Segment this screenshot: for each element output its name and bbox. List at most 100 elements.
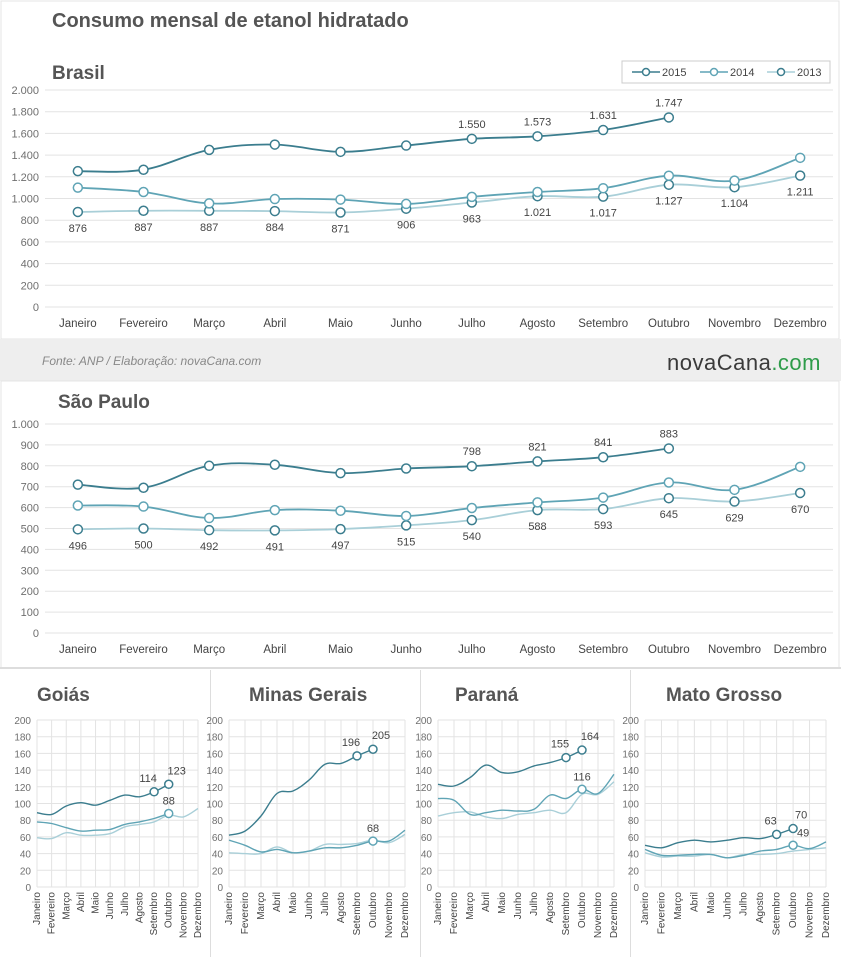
brasil-y-tick-label: 200 [21,280,39,292]
sao-paulo-series-2015-point [400,463,412,474]
goias-x-tick-label: Junho [105,892,116,920]
goias-y-tick-label: 20 [20,866,32,877]
legend-label-2014: 2014 [730,67,754,79]
minas-gerais-y-tick-label: 80 [212,816,224,827]
parana-x-tick-label: Maio [497,892,508,914]
brasil-series-2013-point [335,207,346,218]
brasil-x-tick-label: Maio [328,318,353,330]
mato-grosso-y-tick-label: 100 [622,800,639,811]
brasil-series-2015-point [72,165,84,177]
legend-label-2015: 2015 [662,67,686,79]
brasil-y-tick-label: 1.000 [11,194,39,206]
mato-grosso-series-2015-line [644,827,794,849]
parana-y-tick-label: 200 [415,716,432,727]
sao-paulo-series-2015-data-label: 821 [528,441,546,453]
mato-grosso-y-tick-label: 0 [633,883,639,894]
brasil-series-2015-data-label: 1.747 [655,97,683,109]
brasil-series-2014-point [729,175,740,186]
sao-paulo-y-tick-label: 0 [33,628,39,640]
brasil-series-2014-point [663,170,675,181]
sao-paulo-x-tick-label: Setembro [578,644,628,656]
goias-x-tick-label: Outubro [164,892,175,929]
sao-paulo-series-2015-point [597,451,609,463]
brasil-panel-frame [0,0,840,340]
sao-paulo-series-2013-point [203,524,215,536]
sao-paulo-x-tick-label: Dezembro [774,644,827,656]
brasil-series-2013-data-label: 963 [463,214,481,226]
parana-series-2014-point [577,784,587,795]
sao-paulo-series-2013-point [335,523,346,535]
brasil-x-tick-label: Dezembro [774,318,827,330]
brasil-series-2014-point [532,186,543,198]
brasil-series-2015-point [597,124,609,136]
sao-paulo-series-2013-point [269,525,281,536]
sao-paulo-series-2015-data-label: 841 [594,437,612,449]
sao-paulo-series-2013-data-label: 540 [463,531,481,543]
minas-gerais-y-tick-label: 140 [206,766,223,777]
brasil-series-2013-point [663,179,675,190]
mato-grosso-x-tick-label: Julho [739,892,750,916]
minas-gerais-x-tick-label: Março [256,892,267,920]
brasil-y-tick-label: 800 [21,215,39,227]
sao-paulo-series-2014-point [138,501,149,512]
minas-gerais-series-2014-point [368,836,378,846]
sao-paulo-series-2014-point [269,504,281,516]
mato-grosso-series-2015-data-label: 63 [765,815,777,827]
minas-gerais-y-tick-label: 200 [206,716,223,727]
brasil-series-2013-data-label: 1.017 [589,208,617,220]
sao-paulo-x-tick-label: Abril [263,644,286,656]
minas-gerais-x-tick-label: Maio [288,892,299,914]
goias-x-tick-label: Dezembro [193,892,204,939]
brasil-series-2013-point [794,170,806,181]
goias-y-tick-label: 80 [20,816,32,827]
goias-series-2015-point [163,779,174,790]
brasil-series-2013-data-label: 906 [397,220,415,232]
sao-paulo-series-2013-data-label: 588 [528,521,546,533]
sao-paulo-y-tick-label: 600 [21,503,39,515]
minas-gerais-x-tick-label: Outubro [368,892,379,929]
brasil-y-tick-label: 2.000 [11,85,39,97]
goias-series-2014-line [36,812,169,832]
sao-paulo-series-2013-line [77,492,801,532]
brasil-x-tick-label: Janeiro [59,318,97,330]
minas-gerais-x-tick-label: Junho [304,892,315,920]
goias-x-tick-label: Novembro [178,892,189,939]
mato-grosso-x-tick-label: Outubro [788,892,799,929]
minas-gerais-y-tick-label: 180 [206,733,223,744]
mato-grosso-y-tick-label: 120 [622,783,639,794]
mato-grosso-y-tick-label: 40 [628,850,640,861]
parana-x-tick-label: Março [465,892,476,920]
sao-paulo-series-2013-data-label: 593 [594,520,612,532]
goias-x-tick-label: Janeiro [32,892,43,925]
mato-grosso-x-tick-label: Abril [689,892,700,912]
minas-gerais-y-tick-label: 120 [206,783,223,794]
brasil-series-2014-point [269,193,281,205]
parana-y-tick-label: 140 [415,766,432,777]
goias-title: Goiás [37,685,90,706]
parana-x-tick-label: Setembro [561,892,572,936]
mato-grosso-x-tick-label: Junho [722,892,733,920]
goias-x-tick-label: Julho [120,892,131,916]
minas-gerais-y-tick-label: 40 [212,850,224,861]
parana-y-tick-label: 100 [415,800,432,811]
mato-grosso-chart: Mato Grosso 0 20 40 60 80 100 120 140 160 180 200 Ja… [622,685,832,938]
sao-paulo-series-2013-data-label: 497 [331,540,349,552]
brasil-series-2013-data-label: 1.127 [655,196,683,208]
minas-gerais-series-2015-point [352,751,362,761]
sao-paulo-series-2013-data-label: 629 [725,513,743,525]
goias-x-tick-label: Abril [76,892,87,912]
sao-paulo-y-tick-label: 400 [21,544,39,556]
sao-paulo-x-tick-label: Fevereiro [119,644,168,656]
brasil-series-2013-data-label: 887 [134,222,152,234]
goias-series-2015-point [149,787,159,797]
brasil-series-2015-data-label: 1.550 [458,119,486,131]
sao-paulo-series-2013-data-label: 670 [791,504,809,516]
mato-grosso-series-2014-data-label: 49 [797,827,809,839]
brasil-y-tick-label: 400 [21,259,39,271]
sao-paulo-title: São Paulo [58,392,150,413]
goias-series-2015-line [36,783,170,816]
sao-paulo-y-tick-label: 500 [21,524,39,536]
brasil-series-2013-point [138,205,149,217]
brasil-series-2015-point [269,139,281,150]
